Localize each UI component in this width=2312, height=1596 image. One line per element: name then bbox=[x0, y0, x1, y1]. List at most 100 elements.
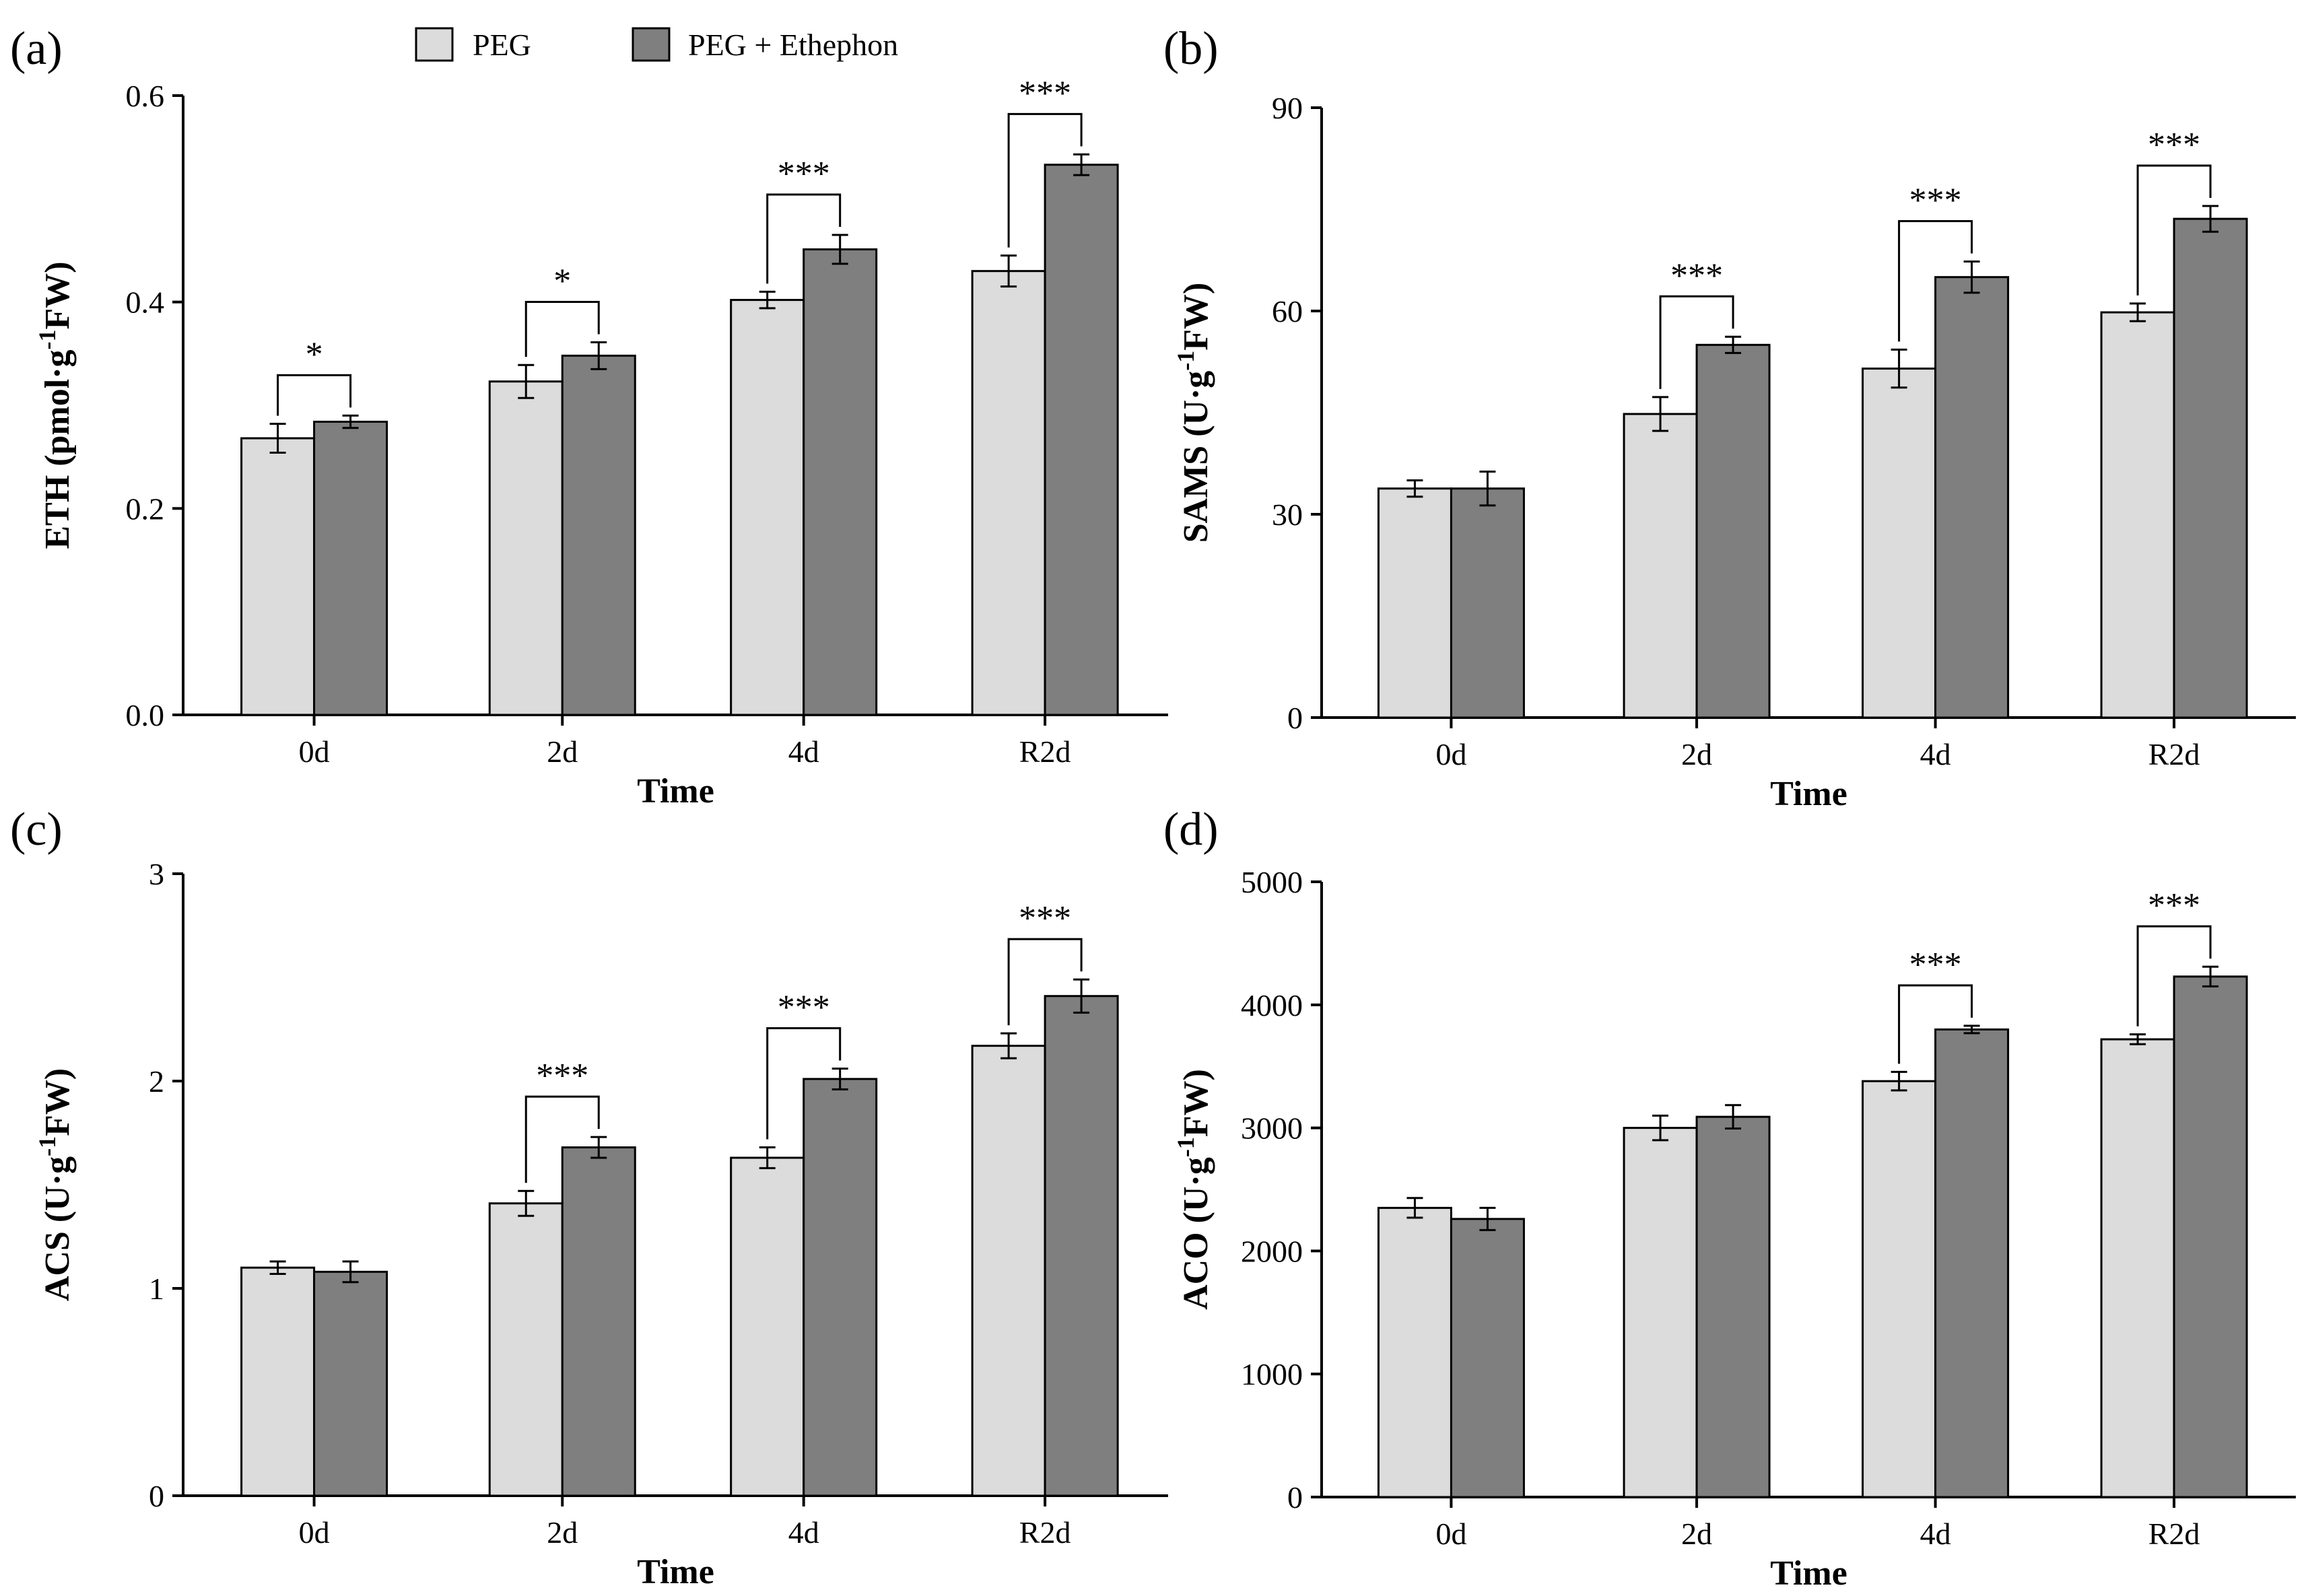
bar-peg-ethephon bbox=[1697, 1117, 1769, 1497]
x-tick-label: 2d bbox=[1681, 1517, 1712, 1551]
significance-bracket bbox=[526, 302, 599, 357]
legend-swatch-peg-ethephon bbox=[633, 28, 669, 61]
panel-label: (d) bbox=[1163, 804, 1219, 856]
significance-label: *** bbox=[2148, 126, 2200, 164]
chart-panel-3: (d) 0 1000 2000 3000 4000 5000 ACO (U·g-1FW) Tim… bbox=[1163, 804, 2296, 1593]
panel-label: (a) bbox=[10, 23, 63, 75]
legend-label-peg-ethephon: PEG + Ethephon bbox=[688, 28, 898, 62]
chart-panel-0: (a) 0.0 0.2 0.4 0.6 ETH (pmol·g-1FW) Time 0d * 2d… bbox=[10, 23, 1168, 810]
x-tick-label: R2d bbox=[1019, 734, 1071, 769]
significance-label: *** bbox=[778, 155, 830, 193]
y-tick-label: 1 bbox=[149, 1272, 164, 1306]
y-tick-label: 0.2 bbox=[126, 491, 165, 526]
x-tick-label: 4d bbox=[788, 1515, 819, 1550]
significance-label: *** bbox=[2148, 887, 2200, 925]
bar-peg bbox=[1624, 414, 1697, 718]
bar-peg bbox=[242, 438, 314, 715]
bar-peg-ethephon bbox=[1451, 1219, 1524, 1497]
y-axis-label: ACO (U·g-1FW) bbox=[1172, 1069, 1215, 1310]
bar-peg bbox=[1863, 1081, 1936, 1497]
significance-label: * bbox=[306, 335, 323, 374]
significance-label: *** bbox=[536, 1057, 588, 1095]
y-axis-label-main: SAMS (U·g bbox=[1177, 371, 1215, 543]
bar-peg bbox=[731, 1158, 804, 1496]
x-tick-label: 4d bbox=[788, 734, 819, 769]
x-tick-label: 2d bbox=[547, 1515, 578, 1550]
y-tick-label: 5000 bbox=[1241, 865, 1303, 899]
bar-peg-ethephon bbox=[804, 1079, 877, 1496]
panel-label: (b) bbox=[1163, 23, 1219, 75]
significance-label: * bbox=[553, 262, 571, 300]
bar-peg bbox=[242, 1268, 314, 1496]
x-axis-label: Time bbox=[637, 772, 714, 810]
bar-peg bbox=[2101, 312, 2174, 718]
x-axis-label: Time bbox=[1770, 1554, 1847, 1593]
bar-peg-ethephon bbox=[1451, 489, 1524, 718]
y-tick-label: 1000 bbox=[1241, 1357, 1303, 1391]
y-axis-label: ETH (pmol·g-1FW) bbox=[34, 261, 77, 549]
legend-label-peg: PEG bbox=[473, 28, 531, 62]
y-tick-label: 0 bbox=[1287, 1480, 1303, 1515]
bar-peg bbox=[731, 300, 804, 715]
y-axis-label-unit: FW) bbox=[1177, 283, 1215, 351]
significance-label: *** bbox=[1670, 256, 1723, 295]
y-tick-label: 0 bbox=[149, 1479, 164, 1513]
significance-label: *** bbox=[1019, 74, 1071, 112]
bar-peg-ethephon bbox=[804, 249, 877, 715]
chart-panel-2: (c) 0 1 2 3 ACS (U·g-1FW) Time 0d 2d *** 4d *** R2d *… bbox=[10, 804, 1168, 1591]
y-axis-label-superscript: -1 bbox=[34, 329, 61, 349]
y-axis-label-superscript: -1 bbox=[1172, 351, 1199, 371]
y-tick-label: 0.4 bbox=[126, 285, 165, 320]
bar-peg bbox=[489, 382, 562, 715]
x-axis-label: Time bbox=[637, 1553, 714, 1591]
y-axis-label-unit: FW) bbox=[38, 261, 77, 329]
y-axis-label-superscript: -1 bbox=[34, 1136, 61, 1156]
chart-panels: (a) 0.0 0.2 0.4 0.6 ETH (pmol·g-1FW) Time 0d * 2d… bbox=[10, 23, 2296, 1593]
chart-panel-1: (b) 0 30 60 90 SAMS (U·g-1FW) Time 0d 2d *** 4d ***… bbox=[1163, 23, 2296, 813]
x-tick-label: 2d bbox=[547, 734, 578, 769]
x-tick-label: R2d bbox=[2148, 1517, 2200, 1551]
bar-peg bbox=[1624, 1128, 1697, 1497]
bar-peg-ethephon bbox=[2174, 977, 2247, 1497]
y-axis-label: SAMS (U·g-1FW) bbox=[1172, 283, 1215, 543]
legend-swatch-peg bbox=[416, 28, 452, 61]
significance-label: *** bbox=[778, 989, 830, 1027]
y-tick-label: 0 bbox=[1287, 701, 1303, 735]
bar-peg-ethephon bbox=[1045, 996, 1118, 1496]
x-tick-label: 4d bbox=[1920, 1517, 1951, 1551]
y-axis-label-main: ACO (U·g bbox=[1177, 1157, 1215, 1310]
y-axis-label: ACS (U·g-1FW) bbox=[34, 1068, 77, 1301]
bar-peg-ethephon bbox=[1697, 345, 1769, 718]
bar-peg bbox=[1863, 369, 1936, 718]
bar-peg-ethephon bbox=[2174, 219, 2247, 718]
y-tick-label: 0.0 bbox=[126, 698, 165, 732]
significance-label: *** bbox=[1909, 182, 1962, 220]
y-tick-label: 0.6 bbox=[126, 79, 165, 113]
significance-label: *** bbox=[1909, 946, 1962, 984]
x-axis-label: Time bbox=[1770, 775, 1847, 813]
bar-peg-ethephon bbox=[562, 355, 635, 715]
x-tick-label: 0d bbox=[1435, 1517, 1466, 1551]
bar-peg-ethephon bbox=[314, 422, 387, 715]
y-tick-label: 90 bbox=[1272, 91, 1303, 125]
bar-peg-ethephon bbox=[1936, 1029, 2008, 1497]
bar-peg-ethephon bbox=[562, 1148, 635, 1496]
significance-label: *** bbox=[1019, 899, 1071, 938]
x-tick-label: 2d bbox=[1681, 737, 1712, 771]
significance-bracket bbox=[278, 375, 351, 415]
y-tick-label: 4000 bbox=[1241, 988, 1303, 1022]
bar-peg-ethephon bbox=[1936, 277, 2008, 718]
bar-peg bbox=[2101, 1039, 2174, 1497]
panel-label: (c) bbox=[10, 804, 63, 856]
bar-peg bbox=[1378, 489, 1451, 718]
bar-peg-ethephon bbox=[1045, 165, 1118, 715]
x-tick-label: 0d bbox=[299, 734, 330, 769]
y-axis-label-superscript: -1 bbox=[1172, 1137, 1199, 1157]
bar-peg bbox=[489, 1204, 562, 1496]
y-tick-label: 3 bbox=[149, 857, 164, 891]
y-axis-label-unit: FW) bbox=[1177, 1069, 1215, 1137]
bar-peg bbox=[972, 1046, 1045, 1496]
bar-peg bbox=[972, 271, 1045, 715]
y-axis-label-main: ACS (U·g bbox=[38, 1156, 77, 1301]
x-tick-label: R2d bbox=[2148, 737, 2200, 771]
